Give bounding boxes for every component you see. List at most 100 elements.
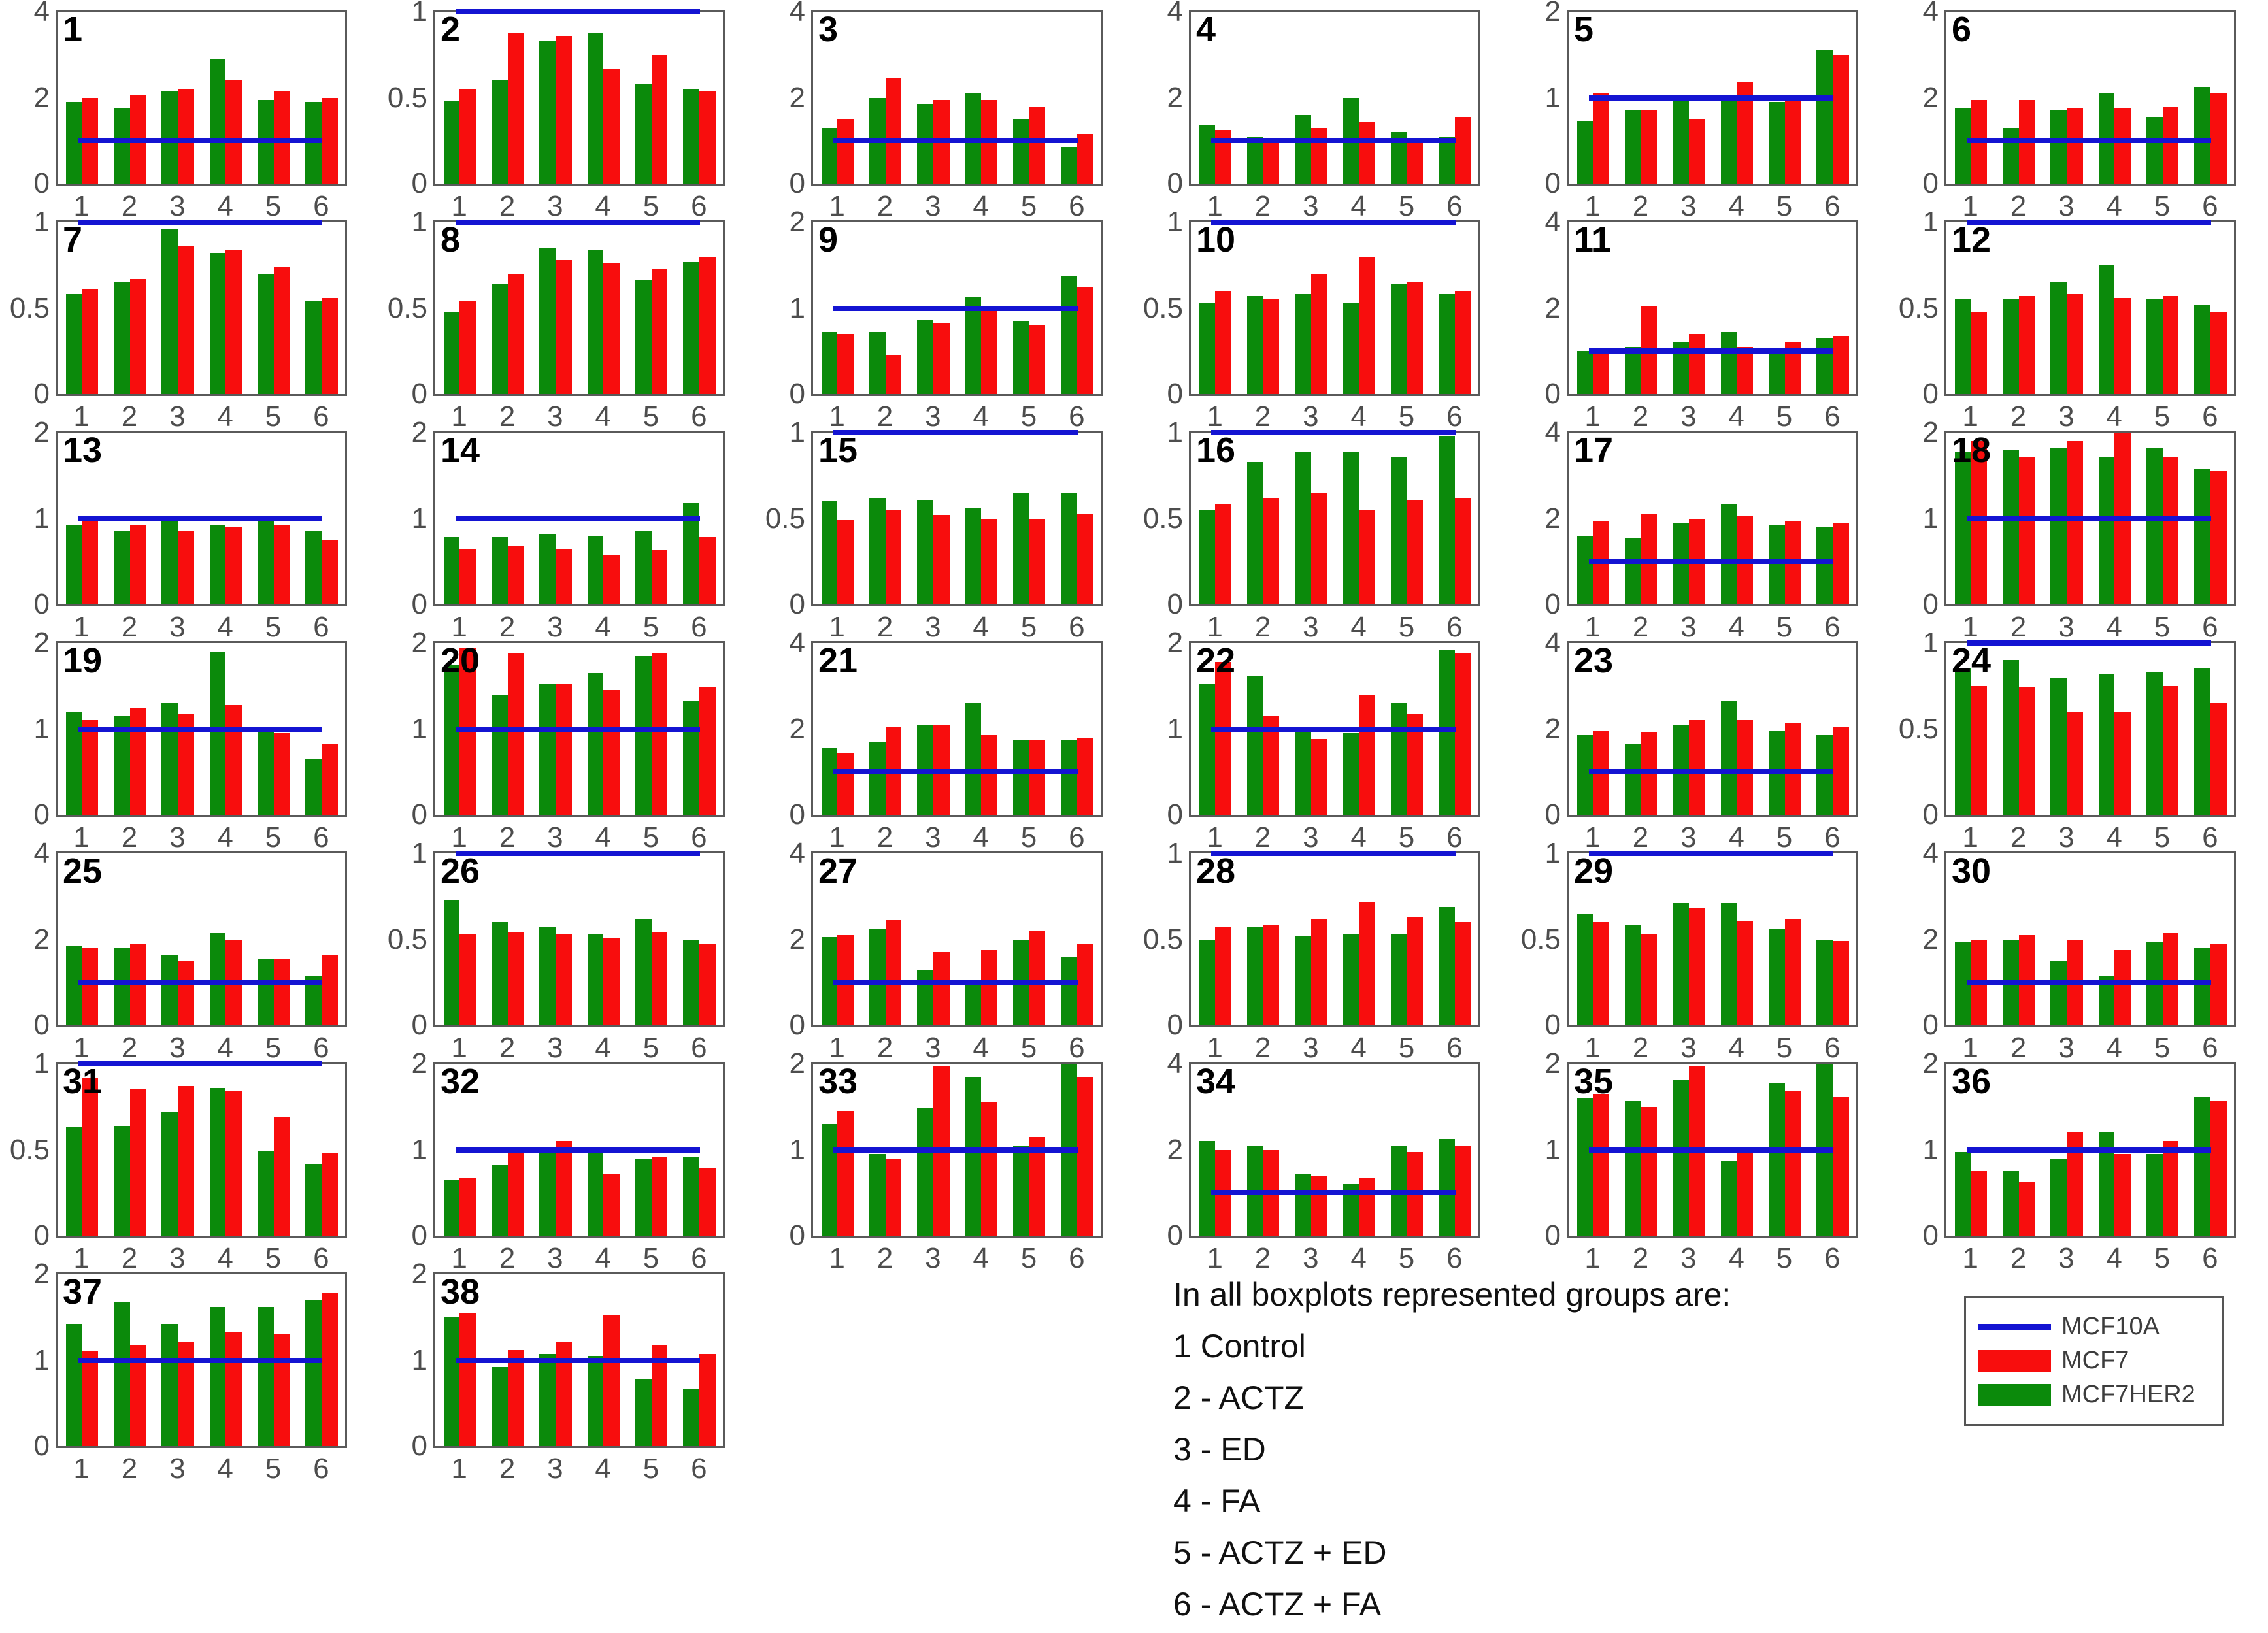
y-tick-label: 0 (411, 378, 427, 410)
bar-mcf7-group6 (1455, 291, 1471, 394)
bar-mcf7her2-group2 (114, 716, 130, 815)
y-tick-label: 0 (33, 588, 50, 620)
bar-mcf7her2-group1 (65, 946, 82, 1025)
bar-mcf7-group5 (651, 1157, 668, 1236)
bar-mcf7her2-group4 (1720, 503, 1737, 604)
bar-mcf7her2-group2 (2003, 450, 2019, 604)
subplot-number: 3 (818, 10, 839, 49)
subplot-number: 29 (1574, 851, 1614, 891)
bar-mcf7her2-group5 (1013, 321, 1029, 394)
bar-mcf7-group5 (1029, 325, 1046, 394)
bar-mcf7-group1 (459, 89, 476, 184)
mcf10a-reference-line (1966, 220, 2211, 225)
y-tick-label: 0 (411, 588, 427, 620)
y-tick-label: 2 (411, 1258, 427, 1290)
bar-mcf7her2-group2 (1625, 346, 1641, 394)
bar-mcf7-group6 (1455, 653, 1471, 815)
bar-mcf7-group2 (1263, 925, 1280, 1025)
y-tick-label: 0 (789, 799, 805, 831)
subplot-number: 30 (1952, 851, 1992, 891)
mcf10a-reference-line (833, 769, 1078, 775)
x-tick-label: 6 (1824, 1242, 1841, 1274)
bar-mcf7-group4 (603, 554, 620, 604)
x-tick-label: 4 (217, 1453, 233, 1485)
y-tick-label: 0 (789, 1009, 805, 1041)
y-tick-label: 1 (1922, 206, 1939, 238)
x-tick-label: 4 (595, 821, 611, 853)
bar-mcf7-group6 (699, 1168, 716, 1236)
bar-mcf7her2-group1 (821, 748, 838, 815)
bar-mcf7-group2 (885, 919, 902, 1025)
subplot-27: 4 2 0 1 2 3 4 5 6 27 (790, 837, 1103, 1064)
x-tick-label: 5 (642, 1242, 659, 1274)
bar-mcf7-group2 (1263, 299, 1280, 394)
x-tick-label: 4 (217, 1032, 233, 1064)
group-key-note: In all boxplots represented groups are: … (1173, 1269, 1731, 1630)
bar-mcf7her2-group2 (869, 742, 886, 815)
y-tick-label: 0 (1544, 799, 1561, 831)
bar-mcf7her2-group4 (965, 982, 982, 1025)
bar-mcf7her2-group3 (539, 927, 556, 1025)
bar-mcf7-group1 (82, 1078, 99, 1236)
x-tick-label: 2 (2010, 821, 2027, 853)
x-tick-label: 4 (595, 190, 611, 222)
x-tick-label: 1 (451, 190, 467, 222)
bar-mcf7-group3 (1311, 493, 1327, 604)
y-tick-label: 4 (1544, 627, 1561, 659)
bar-mcf7-group1 (82, 948, 99, 1025)
subplot-number: 24 (1952, 641, 1992, 680)
note-line-2: 2 - ACTZ (1173, 1379, 1305, 1416)
x-tick-label: 4 (973, 611, 989, 643)
bar-mcf7her2-group1 (65, 1127, 82, 1236)
x-tick-label: 6 (1069, 611, 1085, 643)
bar-mcf7her2-group3 (161, 703, 178, 815)
y-tick-label: 2 (1922, 923, 1939, 955)
x-tick-label: 4 (595, 611, 611, 643)
x-tick-label: 5 (265, 611, 282, 643)
bar-mcf7-group3 (178, 961, 194, 1025)
x-tick-label: 1 (1584, 821, 1601, 853)
x-tick-label: 2 (1632, 1242, 1649, 1274)
bar-mcf7-group3 (1689, 119, 1705, 184)
subplot-14: 2 1 0 1 2 3 4 5 6 14 (412, 416, 725, 643)
x-tick-label: 1 (73, 821, 90, 853)
bar-mcf7-group3 (1689, 333, 1705, 394)
bar-mcf7her2-group4 (587, 250, 604, 394)
bar-mcf7her2-group3 (917, 319, 934, 394)
bar-mcf7-group6 (699, 1354, 716, 1446)
bar-mcf7-group6 (2210, 703, 2227, 815)
bar-mcf7her2-group3 (917, 969, 934, 1025)
x-tick-label: 6 (313, 821, 329, 853)
bar-mcf7-group4 (225, 704, 242, 815)
bar-mcf7her2-group2 (1247, 296, 1263, 394)
x-tick-label: 1 (1207, 190, 1223, 222)
x-tick-label: 5 (642, 401, 659, 433)
bar-mcf7her2-group2 (114, 108, 130, 184)
subplot-35: 2 1 0 1 2 3 4 5 6 35 (1545, 1047, 1858, 1274)
subplot-13: 2 1 0 1 2 3 4 5 6 13 (34, 416, 347, 643)
x-tick-label: 3 (169, 821, 186, 853)
bar-mcf7-group6 (322, 1153, 338, 1236)
bar-mcf7her2-group2 (1625, 925, 1641, 1025)
bar-mcf7her2-group2 (1247, 927, 1263, 1025)
subplot-28: 1 0.5 0 1 2 3 4 5 6 28 (1143, 837, 1480, 1064)
subplot-15: 1 0.5 0 1 2 3 4 5 6 15 (765, 416, 1103, 643)
bar-mcf7-group6 (1455, 497, 1471, 604)
y-tick-label: 2 (411, 416, 427, 448)
x-tick-label: 1 (1584, 611, 1601, 643)
bar-mcf7her2-group1 (1954, 451, 1971, 604)
bar-mcf7-group3 (556, 548, 572, 604)
subplot-23: 4 2 0 1 2 3 4 5 6 23 (1545, 627, 1858, 853)
legend-item-mcf7: MCF7 (1978, 1347, 2210, 1375)
bar-mcf7-group4 (1359, 256, 1376, 394)
x-tick-label: 5 (1776, 1242, 1793, 1274)
bar-mcf7her2-group6 (1816, 939, 1833, 1025)
bar-mcf7-group4 (2114, 1154, 2131, 1236)
bar-mcf7her2-group2 (1247, 675, 1263, 815)
x-tick-label: 4 (2106, 1032, 2122, 1064)
bar-mcf7her2-group1 (443, 101, 460, 184)
x-tick-label: 1 (1962, 401, 1978, 433)
bar-mcf7her2-group1 (1576, 1098, 1593, 1236)
